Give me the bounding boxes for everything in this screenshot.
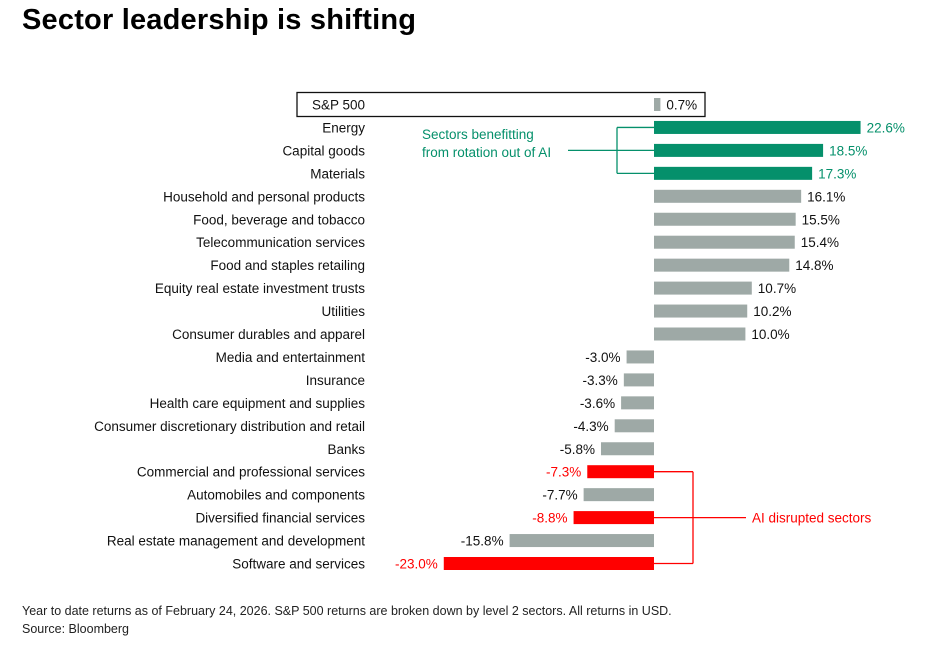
annotation-text: Sectors benefitting xyxy=(422,127,534,142)
value-label: 10.0% xyxy=(751,327,789,342)
category-label: Telecommunication services xyxy=(196,235,365,250)
category-label: Materials xyxy=(310,166,365,181)
bar xyxy=(654,143,824,157)
value-label: 0.7% xyxy=(666,98,697,113)
bar-chart: S&P 500 0.7% Energy 22.6% Capital goods 18.5%… xyxy=(94,91,905,572)
value-label: -4.3% xyxy=(573,419,608,434)
category-label: Insurance xyxy=(306,373,365,388)
value-label: -3.0% xyxy=(585,350,620,365)
category-label: Consumer durables and apparel xyxy=(172,327,365,342)
category-label: Media and entertainment xyxy=(216,350,366,365)
bar xyxy=(654,327,746,341)
value-label: -3.3% xyxy=(583,373,618,388)
bar xyxy=(654,98,661,111)
chart-title: Sector leadership is shifting xyxy=(22,4,417,36)
category-label: S&P 500 xyxy=(312,98,365,113)
bar xyxy=(600,442,654,456)
value-label: 17.3% xyxy=(818,166,856,181)
value-label: -23.0% xyxy=(395,557,438,572)
value-label: 18.5% xyxy=(829,143,867,158)
value-label: 16.1% xyxy=(807,189,845,204)
source-text: Source: Bloomberg xyxy=(22,622,130,636)
bar xyxy=(583,488,654,502)
category-label: Capital goods xyxy=(282,143,365,158)
category-label: Real estate management and development xyxy=(107,534,365,549)
category-label: Automobiles and components xyxy=(187,488,365,503)
bar xyxy=(443,557,654,570)
bar xyxy=(626,350,654,364)
category-label: Energy xyxy=(322,120,365,135)
bar xyxy=(587,465,654,479)
value-label: 14.8% xyxy=(795,258,833,273)
bar xyxy=(623,373,654,387)
bar xyxy=(654,212,796,226)
category-label: Banks xyxy=(327,442,365,457)
bar xyxy=(621,396,654,410)
bar xyxy=(654,166,813,180)
bar xyxy=(614,419,654,433)
bar xyxy=(654,304,748,318)
value-label: -3.6% xyxy=(580,396,615,411)
category-label: Equity real estate investment trusts xyxy=(155,281,365,296)
value-label: -15.8% xyxy=(461,534,504,549)
category-label: Household and personal products xyxy=(163,189,365,204)
value-label: 10.7% xyxy=(758,281,796,296)
value-label: 15.4% xyxy=(801,235,839,250)
value-label: -7.7% xyxy=(542,488,577,503)
value-label: 10.2% xyxy=(753,304,791,319)
bar xyxy=(654,120,861,134)
category-label: Health care equipment and supplies xyxy=(150,396,366,411)
category-label: Food and staples retailing xyxy=(210,258,365,273)
footnote-text: Year to date returns as of February 24, … xyxy=(22,604,672,618)
benchmark-box xyxy=(296,91,706,118)
category-label: Diversified financial services xyxy=(195,511,365,526)
category-label: Software and services xyxy=(232,557,365,572)
bar xyxy=(654,258,790,272)
bar xyxy=(573,511,654,525)
category-label: Utilities xyxy=(321,304,365,319)
value-label: 22.6% xyxy=(867,120,905,135)
bar xyxy=(654,281,752,295)
value-label: 15.5% xyxy=(802,212,840,227)
bar xyxy=(654,235,795,249)
category-label: Commercial and professional services xyxy=(137,465,365,480)
bar xyxy=(509,534,654,548)
value-label: -8.8% xyxy=(532,511,567,526)
annotation-text: from rotation out of AI xyxy=(422,145,551,160)
bar xyxy=(654,189,802,203)
value-label: -5.8% xyxy=(560,442,595,457)
value-label: -7.3% xyxy=(546,465,581,480)
category-label: Consumer discretionary distribution and … xyxy=(94,419,365,434)
category-label: Food, beverage and tobacco xyxy=(193,212,365,227)
annotation-text: AI disrupted sectors xyxy=(752,511,872,526)
